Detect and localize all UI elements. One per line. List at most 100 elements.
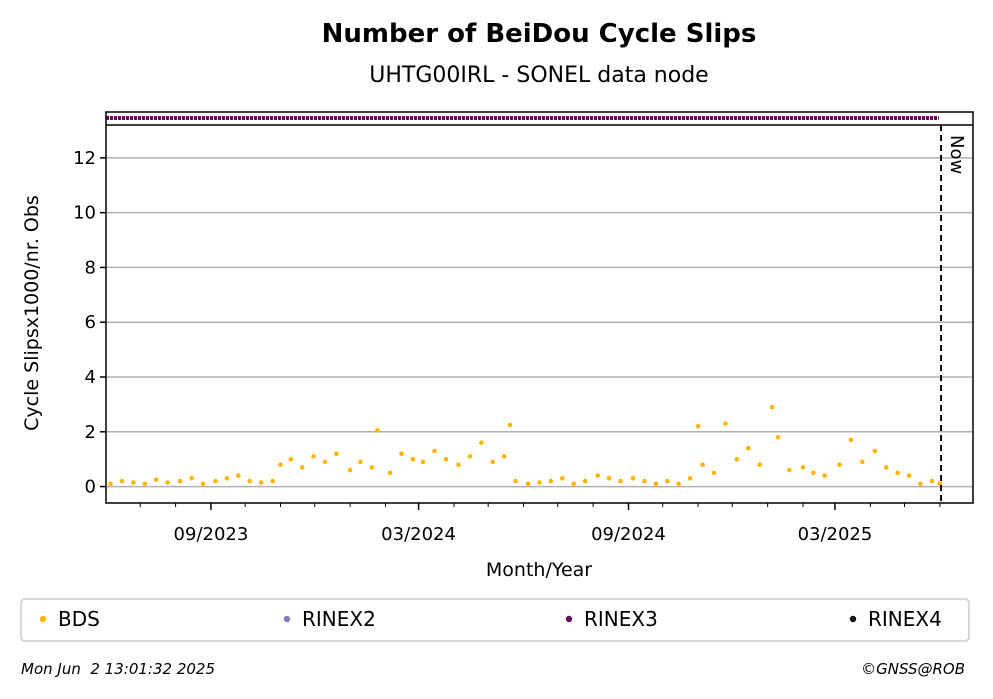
- bds-point: [775, 435, 781, 440]
- bds-point: [918, 481, 923, 487]
- bds-point: [165, 480, 170, 485]
- bds-point: [507, 422, 513, 428]
- bds-point: [872, 448, 878, 454]
- bds-point: [860, 459, 865, 465]
- bds-point: [236, 473, 241, 478]
- bds-point: [937, 481, 943, 487]
- bds-point: [278, 462, 283, 468]
- bds-point: [153, 477, 159, 483]
- x-axis-label: Month/Year: [486, 559, 592, 581]
- bds-point: [606, 476, 612, 481]
- bds-point: [142, 481, 148, 487]
- bds-point: [895, 470, 900, 476]
- bds-point: [490, 459, 496, 465]
- y-tick-label: 8: [85, 257, 96, 278]
- footer-copyright: ©GNSS@ROB: [861, 660, 965, 678]
- bds-point: [358, 459, 363, 465]
- bds-point: [906, 473, 912, 478]
- bds-point: [811, 470, 816, 476]
- x-tick-label: 03/2025: [798, 524, 873, 545]
- bds-point: [642, 478, 647, 484]
- bds-point: [224, 476, 230, 481]
- now-label: Now: [946, 135, 967, 174]
- chart-subtitle: UHTG00IRL - SONEL data node: [369, 63, 708, 88]
- bds-point: [695, 424, 701, 429]
- bds-point: [258, 480, 264, 485]
- y-tick-label: 0: [85, 477, 96, 498]
- y-tick-label: 4: [85, 367, 96, 388]
- bds-point: [665, 478, 670, 484]
- bds-point: [595, 473, 600, 478]
- y-axis-label: Cycle Slipsx1000/nr. Obs: [21, 195, 43, 431]
- bds-point: [131, 480, 136, 485]
- bds-point: [571, 481, 576, 487]
- bds-point: [443, 456, 449, 462]
- bds-point: [548, 478, 554, 484]
- bds-point: [618, 478, 623, 484]
- legend-marker-rinex3: [565, 615, 573, 623]
- bds-point: [456, 462, 461, 468]
- bds-point: [929, 478, 935, 484]
- bds-point: [746, 445, 751, 451]
- chart-title: Number of BeiDou Cycle Slips: [322, 19, 757, 49]
- bds-point: [560, 476, 565, 481]
- x-tick-label: 09/2024: [591, 524, 666, 545]
- bds-point: [410, 456, 416, 462]
- bds-points: [108, 404, 943, 487]
- y-tick-label: 12: [73, 148, 96, 169]
- bds-point: [769, 404, 775, 410]
- bds-point: [653, 481, 659, 487]
- bds-point: [432, 448, 437, 454]
- bds-point: [177, 478, 183, 484]
- bds-point: [299, 465, 305, 470]
- bds-point: [347, 467, 353, 473]
- y-tick-label: 6: [85, 312, 96, 333]
- bds-point: [700, 462, 705, 468]
- bds-point: [884, 465, 889, 470]
- bds-point: [848, 437, 854, 443]
- grid-lines: [106, 157, 973, 488]
- bds-point: [734, 456, 740, 462]
- bds-point: [200, 481, 206, 487]
- y-tick-label: 10: [73, 203, 96, 224]
- bds-point: [119, 478, 125, 484]
- bds-point: [467, 454, 473, 459]
- legend-marker-rinex4: [849, 615, 857, 623]
- bds-point: [420, 459, 426, 465]
- bds-point: [757, 462, 762, 468]
- bds-point: [525, 481, 531, 487]
- bds-point: [247, 478, 252, 484]
- plot-frame: [105, 111, 974, 504]
- bds-point: [630, 476, 636, 481]
- legend-marker-bds: [39, 615, 47, 623]
- x-tick-label: 09/2023: [174, 524, 249, 545]
- legend-label-rinex2: RINEX2: [302, 607, 376, 631]
- y-tick-label: 2: [85, 422, 96, 443]
- bds-point: [311, 454, 316, 459]
- bds-point: [787, 467, 792, 473]
- bds-point: [501, 454, 507, 459]
- bds-point: [687, 476, 693, 481]
- bds-point: [369, 465, 375, 470]
- bds-point: [711, 470, 717, 476]
- bds-point: [322, 459, 328, 465]
- bds-point: [288, 456, 294, 462]
- bds-point: [676, 481, 681, 487]
- x-tick-label: 03/2024: [381, 524, 456, 545]
- bds-point: [334, 451, 339, 457]
- bds-point: [399, 451, 404, 457]
- bds-point: [375, 428, 380, 433]
- legend-label-rinex3: RINEX3: [584, 607, 658, 631]
- legend: BDS RINEX2 RINEX3 RINEX4: [39, 607, 942, 631]
- legend-label-bds: BDS: [58, 607, 100, 631]
- bds-point: [270, 478, 275, 484]
- bds-point: [537, 480, 542, 485]
- bds-point: [723, 421, 728, 426]
- bds-point: [108, 481, 113, 487]
- legend-marker-rinex2: [283, 615, 291, 623]
- y-axis-ticks: 0 2 4 6 8 10 12: [73, 148, 106, 498]
- legend-label-rinex4: RINEX4: [868, 607, 942, 631]
- x-axis-ticks: 09/2023 03/2024 09/2024 03/2025: [139, 503, 941, 545]
- bds-point: [837, 462, 842, 468]
